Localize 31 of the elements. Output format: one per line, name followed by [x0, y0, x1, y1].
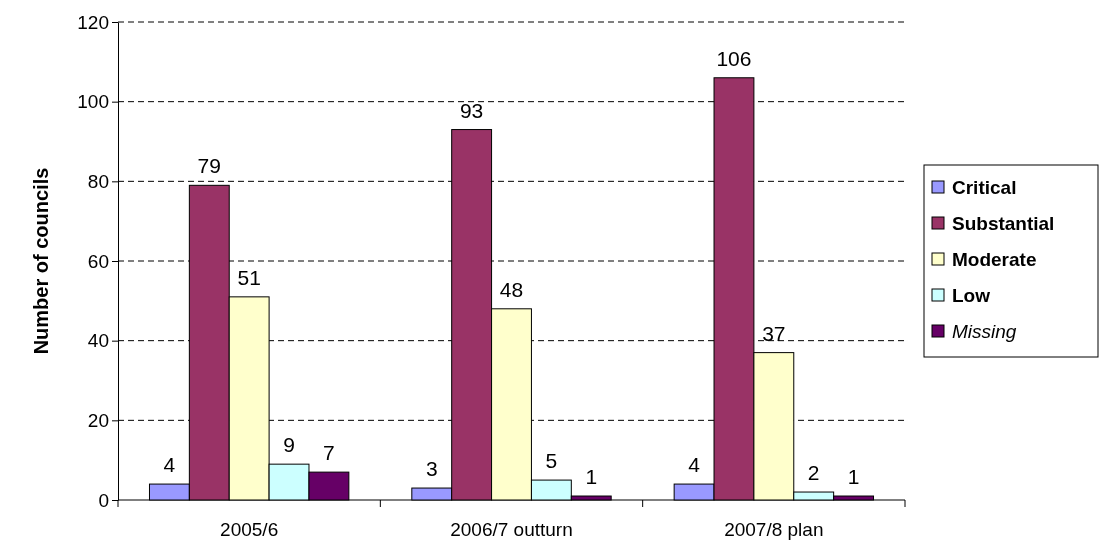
x-tick-label: 2005/6 [220, 519, 279, 540]
legend-label: Critical [952, 177, 1017, 198]
data-label: 37 [762, 321, 786, 345]
data-label: 79 [197, 154, 221, 178]
legend-label: Low [952, 285, 991, 306]
data-label: 5 [545, 449, 558, 473]
legend-label: Substantial [952, 213, 1055, 234]
data-label: 4 [688, 453, 701, 477]
y-tick-label: 40 [87, 330, 109, 352]
data-label: 3 [425, 457, 438, 481]
y-tick-label: 20 [87, 409, 109, 431]
x-tick-label: 2007/8 plan [724, 519, 824, 540]
y-axis-title: Number of councils [30, 167, 52, 355]
y-tick-label: 120 [77, 11, 109, 33]
legend-label: Missing [952, 321, 1017, 342]
data-label: 4 [163, 453, 176, 477]
y-tick-label: 0 [98, 489, 109, 511]
data-label: 1 [585, 465, 598, 489]
x-tick-label: 2006/7 outturn [450, 519, 573, 540]
data-label: 48 [499, 277, 524, 301]
data-label: 1 [847, 465, 860, 489]
data-label: 93 [459, 98, 484, 122]
y-tick-label: 100 [77, 91, 109, 113]
y-tick-label: 80 [87, 170, 109, 192]
legend-label: Moderate [952, 249, 1037, 270]
data-label: 2 [807, 461, 820, 485]
data-label: 106 [716, 46, 752, 70]
data-label: 9 [283, 433, 295, 457]
y-tick-label: 60 [87, 250, 109, 272]
data-label: 7 [323, 441, 335, 465]
data-label: 51 [237, 265, 261, 289]
